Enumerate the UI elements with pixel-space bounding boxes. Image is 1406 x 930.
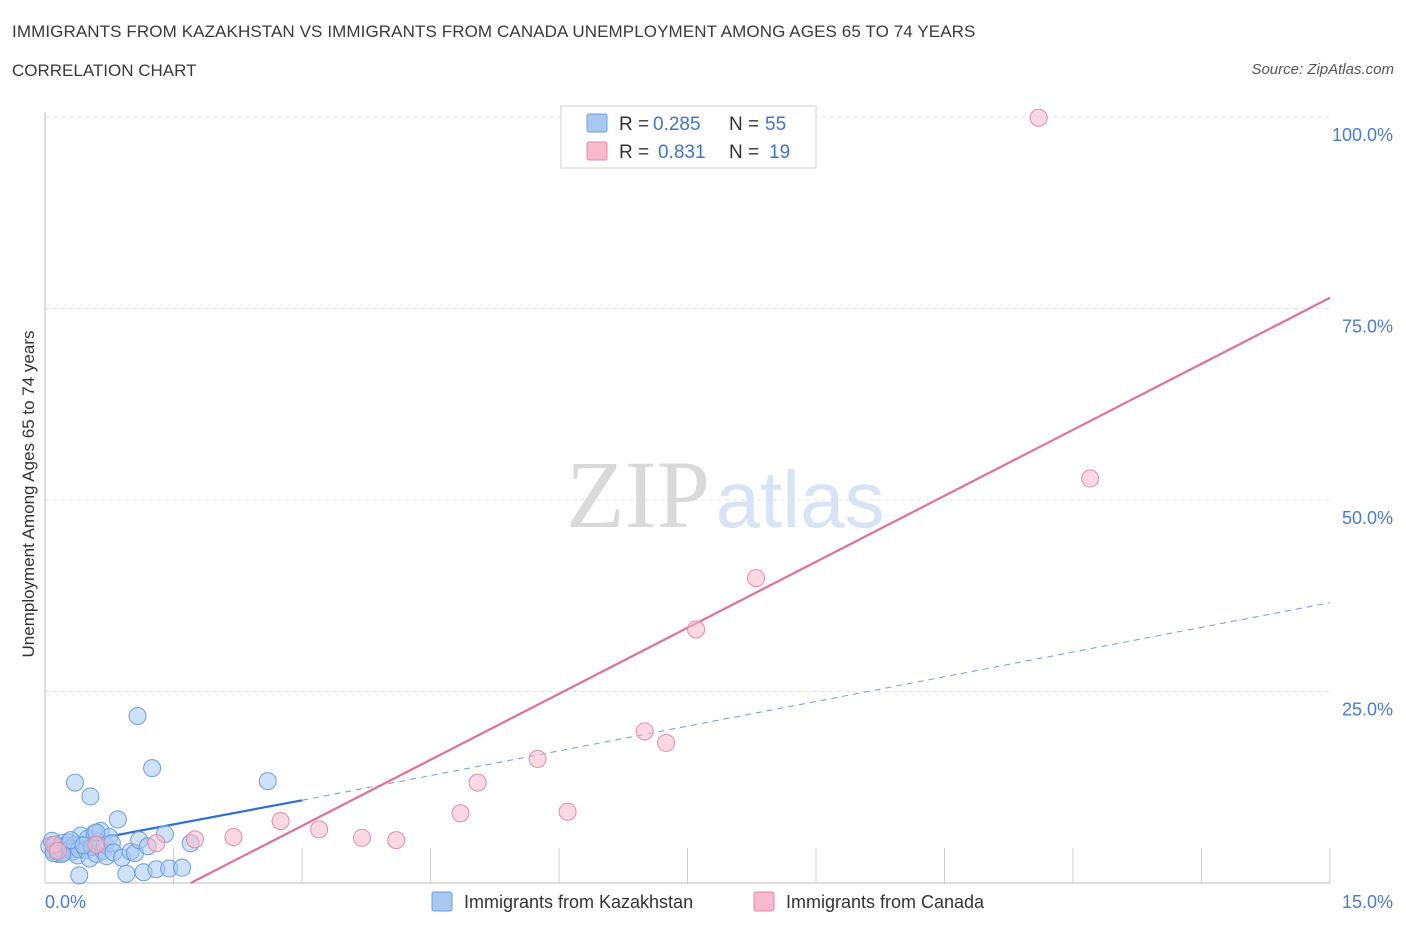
legend-n-value-canada: 19 bbox=[769, 142, 790, 163]
point-canada-5 bbox=[224, 828, 243, 847]
legend-swatch-kazakhstan bbox=[586, 113, 608, 133]
chart-title: IMMIGRANTS FROM KAZAKHSTAN VS IMMIGRANTS… bbox=[12, 22, 976, 41]
legend-r-label-kazakhstan: R = bbox=[619, 114, 649, 135]
y-tick-label-0: 25.0% bbox=[1342, 700, 1393, 720]
x-tick-label-min: 0.0% bbox=[45, 892, 86, 912]
legend-r-value-kazakhstan: 0.285 bbox=[653, 114, 701, 135]
y-tick-label-1: 50.0% bbox=[1342, 508, 1393, 528]
point-canada-18 bbox=[1029, 108, 1048, 127]
point-canada-4 bbox=[185, 830, 204, 849]
point-kazakhstan-31 bbox=[108, 810, 127, 829]
point-kazakhstan-33 bbox=[117, 864, 136, 883]
source-label: Source: ZipAtlas.com bbox=[1251, 61, 1394, 78]
point-canada-17 bbox=[747, 569, 766, 588]
point-canada-3 bbox=[147, 834, 166, 853]
legend-n-label-kazakhstan: N = bbox=[729, 114, 759, 135]
point-canada-10 bbox=[451, 804, 470, 823]
point-canada-13 bbox=[558, 802, 577, 821]
point-canada-2 bbox=[87, 835, 106, 854]
point-canada-14 bbox=[635, 722, 654, 741]
trend-lines bbox=[44, 296, 1331, 884]
series-legend: Immigrants from Kazakhstan Immigrants fr… bbox=[431, 891, 985, 912]
point-canada-6 bbox=[271, 811, 290, 830]
legend-r-label-canada: R = bbox=[619, 142, 649, 163]
legend-n-value-kazakhstan: 55 bbox=[765, 114, 786, 135]
watermark-atlas: atlas bbox=[716, 455, 885, 544]
point-kazakhstan-49 bbox=[70, 866, 89, 885]
point-canada-1 bbox=[48, 841, 67, 860]
stats-legend: R = 0.285 N = 55 R = 0.831 N = 19 bbox=[560, 105, 817, 169]
point-kazakhstan-45 bbox=[143, 759, 162, 778]
legend-r-value-canada: 0.831 bbox=[658, 142, 706, 163]
bottom-legend-label-kazakhstan: Immigrants from Kazakhstan bbox=[464, 892, 693, 912]
point-canada-16 bbox=[687, 620, 706, 639]
data-points bbox=[40, 108, 1100, 885]
y-tick-labels: 25.0% 50.0% 75.0% 100.0% bbox=[1332, 125, 1393, 720]
y-axis-title: Unemployment Among Ages 65 to 74 years bbox=[19, 331, 38, 658]
point-kazakhstan-44 bbox=[128, 707, 147, 726]
point-kazakhstan-48 bbox=[258, 772, 277, 791]
legend-swatch-canada bbox=[586, 141, 608, 161]
axes bbox=[44, 112, 1331, 884]
point-kazakhstan-46 bbox=[65, 773, 84, 792]
point-kazakhstan-47 bbox=[81, 787, 100, 806]
chart-subtitle: CORRELATION CHART bbox=[12, 61, 197, 80]
trend-line-canada bbox=[190, 296, 1331, 884]
bottom-legend-swatch-canada bbox=[753, 891, 775, 912]
bottom-legend-swatch-kazakhstan bbox=[431, 891, 453, 912]
point-canada-11 bbox=[468, 773, 487, 792]
point-canada-15 bbox=[657, 733, 676, 752]
grid-lines bbox=[45, 116, 1330, 692]
point-canada-12 bbox=[528, 749, 547, 768]
legend-n-label-canada: N = bbox=[729, 142, 759, 163]
point-canada-19 bbox=[1081, 469, 1100, 488]
point-canada-8 bbox=[352, 828, 371, 847]
y-tick-label-2: 75.0% bbox=[1342, 317, 1393, 337]
x-tick-label-max: 15.0% bbox=[1342, 892, 1393, 912]
trend-line-kazakhstan-dashed bbox=[301, 602, 1331, 801]
bottom-legend-label-canada: Immigrants from Canada bbox=[786, 892, 985, 912]
watermark-zip: ZIP bbox=[566, 441, 710, 548]
point-canada-9 bbox=[387, 831, 406, 850]
y-tick-label-3: 100.0% bbox=[1332, 125, 1393, 145]
point-canada-7 bbox=[310, 820, 329, 839]
point-kazakhstan-42 bbox=[173, 858, 192, 877]
